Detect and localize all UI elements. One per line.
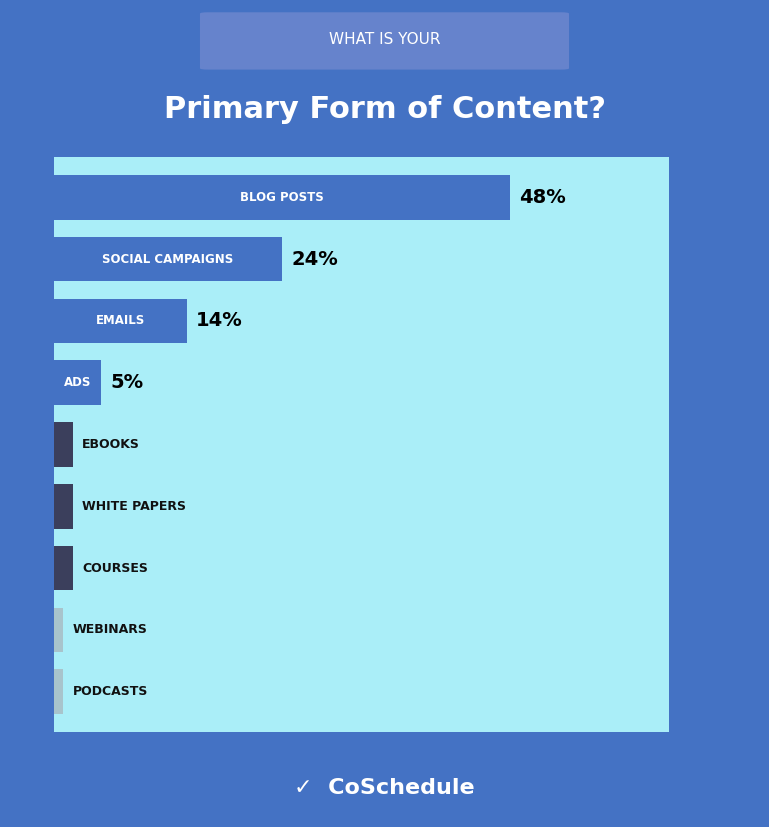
Text: ✓  CoSchedule: ✓ CoSchedule xyxy=(295,777,474,798)
FancyBboxPatch shape xyxy=(200,12,569,69)
Bar xyxy=(54,608,63,653)
Bar xyxy=(54,423,73,466)
Bar xyxy=(54,175,510,219)
Text: EBOOKS: EBOOKS xyxy=(82,438,140,451)
Text: EMAILS: EMAILS xyxy=(95,314,145,327)
Bar xyxy=(54,546,73,590)
Text: ADS: ADS xyxy=(64,376,92,390)
Text: 48%: 48% xyxy=(519,188,566,207)
Text: BLOG POSTS: BLOG POSTS xyxy=(240,191,324,203)
Text: WEBINARS: WEBINARS xyxy=(73,624,148,637)
Bar xyxy=(54,670,63,714)
Text: WHITE PAPERS: WHITE PAPERS xyxy=(82,500,186,513)
Text: Primary Form of Content?: Primary Form of Content? xyxy=(164,94,605,124)
Text: WHAT IS YOUR: WHAT IS YOUR xyxy=(329,32,440,47)
Text: 5%: 5% xyxy=(111,373,144,392)
Text: PODCASTS: PODCASTS xyxy=(73,686,148,698)
Bar xyxy=(54,237,281,281)
Text: SOCIAL CAMPAIGNS: SOCIAL CAMPAIGNS xyxy=(102,252,233,265)
Text: 14%: 14% xyxy=(196,312,243,331)
Bar xyxy=(54,484,73,528)
Bar xyxy=(54,299,187,343)
Bar xyxy=(54,361,102,405)
Text: COURSES: COURSES xyxy=(82,562,148,575)
Text: 24%: 24% xyxy=(291,250,338,269)
